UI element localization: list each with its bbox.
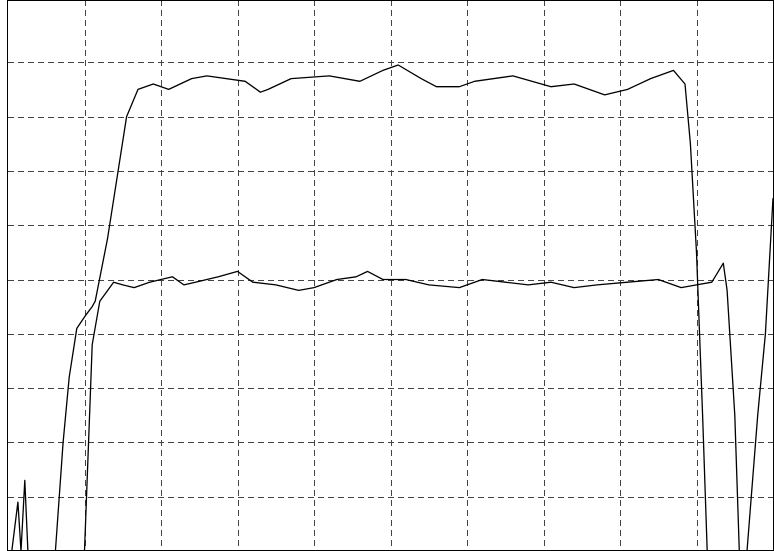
trace-line-2 — [83, 198, 774, 551]
grid-lines — [8, 0, 774, 551]
trace-line-1 — [11, 64, 708, 551]
trace-lines — [11, 64, 774, 551]
plot-border — [7, 0, 774, 551]
